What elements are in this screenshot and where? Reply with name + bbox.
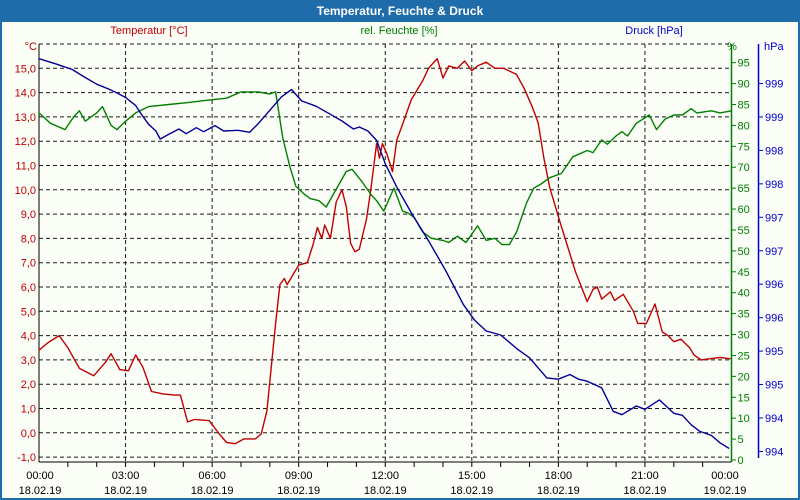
svg-text:15:00: 15:00 <box>458 470 486 482</box>
svg-text:995: 995 <box>765 346 783 358</box>
svg-text:3,0: 3,0 <box>21 355 36 367</box>
svg-text:2,0: 2,0 <box>21 379 36 391</box>
svg-text:60: 60 <box>738 204 750 216</box>
svg-text:999: 999 <box>765 79 783 91</box>
svg-text:998: 998 <box>765 179 783 191</box>
svg-text:0,0: 0,0 <box>21 428 36 440</box>
svg-text:20: 20 <box>738 371 750 383</box>
svg-text:75: 75 <box>738 141 750 153</box>
svg-text:4,0: 4,0 <box>21 331 36 343</box>
svg-text:50: 50 <box>738 246 750 258</box>
svg-text:25: 25 <box>738 350 750 362</box>
svg-text:9,0: 9,0 <box>21 209 36 221</box>
svg-text:7,0: 7,0 <box>21 258 36 270</box>
window-title: Temperatur, Feuchte & Druck <box>316 4 484 18</box>
svg-text:80: 80 <box>738 120 750 132</box>
svg-text:998: 998 <box>765 145 783 157</box>
svg-text:997: 997 <box>765 246 783 258</box>
druck-series <box>38 58 730 449</box>
svg-text:18.02.19: 18.02.19 <box>624 485 667 497</box>
humidity-axis-title: rel. Feuchte [%] <box>360 25 438 37</box>
svg-text:8,0: 8,0 <box>21 233 36 245</box>
svg-text:18.02.19: 18.02.19 <box>277 485 320 497</box>
svg-text:10,0: 10,0 <box>15 185 36 197</box>
svg-text:10: 10 <box>738 413 750 425</box>
svg-text:06:00: 06:00 <box>198 470 226 482</box>
svg-text:18.02.19: 18.02.19 <box>191 485 234 497</box>
x-axis-ticks <box>67 462 704 467</box>
svg-text:994: 994 <box>765 413 783 425</box>
svg-text:40: 40 <box>738 288 750 300</box>
pressure-axis: 999 999 998 998 997 997 996 996 995 995 994 994 <box>757 44 783 458</box>
svg-text:18.02.19: 18.02.19 <box>19 485 62 497</box>
celsius-unit-label: °C <box>24 41 37 53</box>
plot-frame <box>38 44 732 463</box>
svg-text:996: 996 <box>765 279 783 291</box>
svg-text:15: 15 <box>738 392 750 404</box>
svg-text:03:00: 03:00 <box>112 470 140 482</box>
svg-text:90: 90 <box>738 79 750 91</box>
svg-text:00:00: 00:00 <box>26 470 54 482</box>
rel-feuchte-series <box>38 91 733 246</box>
temperature-axis-title: Temperatur [°C] <box>110 25 188 37</box>
svg-text:-1,0: -1,0 <box>17 452 36 464</box>
svg-text:0: 0 <box>738 455 744 467</box>
svg-text:996: 996 <box>765 313 783 325</box>
svg-text:70: 70 <box>738 162 750 174</box>
svg-text:18.02.19: 18.02.19 <box>364 485 407 497</box>
svg-text:14,0: 14,0 <box>15 88 36 100</box>
svg-text:13,0: 13,0 <box>15 112 36 124</box>
hpa-unit-label: hPa <box>764 41 784 53</box>
svg-text:1,0: 1,0 <box>21 404 36 416</box>
svg-text:5,0: 5,0 <box>21 306 36 318</box>
svg-text:11,0: 11,0 <box>15 161 36 173</box>
svg-text:5: 5 <box>738 434 744 446</box>
svg-text:18.02.19: 18.02.19 <box>537 485 580 497</box>
svg-text:18.02.19: 18.02.19 <box>104 485 147 497</box>
svg-text:12:00: 12:00 <box>371 470 399 482</box>
svg-text:18:00: 18:00 <box>545 470 573 482</box>
svg-text:994: 994 <box>765 446 783 458</box>
svg-text:997: 997 <box>765 212 783 224</box>
svg-text:95: 95 <box>738 58 750 70</box>
svg-text:999: 999 <box>765 112 783 124</box>
svg-text:21:00: 21:00 <box>631 470 659 482</box>
svg-text:35: 35 <box>738 309 750 321</box>
svg-text:85: 85 <box>738 99 750 111</box>
svg-text:00:00: 00:00 <box>711 470 739 482</box>
svg-text:55: 55 <box>738 225 750 237</box>
svg-text:12,0: 12,0 <box>15 136 36 148</box>
svg-text:30: 30 <box>738 330 750 342</box>
svg-text:19.02.19: 19.02.19 <box>704 485 747 497</box>
x-axis-labels: 00:00 18.02.19 03:00 18.02.19 06:00 18.02.19 0… <box>19 470 747 497</box>
svg-text:09:00: 09:00 <box>285 470 313 482</box>
svg-text:18.02.19: 18.02.19 <box>450 485 493 497</box>
window-title-bar: Temperatur, Feuchte & Druck <box>0 0 800 22</box>
svg-text:6,0: 6,0 <box>21 282 36 294</box>
pressure-axis-title: Druck [hPa] <box>625 25 683 37</box>
svg-text:995: 995 <box>765 380 783 392</box>
vertical-gridlines <box>125 44 646 462</box>
svg-text:45: 45 <box>738 267 750 279</box>
svg-text:65: 65 <box>738 183 750 195</box>
temperature-tick-labels: 15,0 14,0 13,0 12,0 11,0 10,0 9,0 8,0 7,0 6,0 5,0 4… <box>15 63 36 464</box>
svg-text:15,0: 15,0 <box>15 63 36 75</box>
